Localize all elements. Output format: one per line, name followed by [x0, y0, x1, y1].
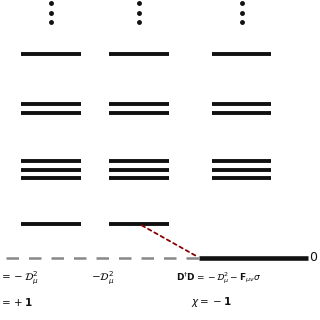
Text: $= -\mathcal{D}_{\mu}^{2}$: $= -\mathcal{D}_{\mu}^{2}$	[0, 270, 39, 287]
Text: $-\mathcal{D}_{\mu}^{2}$: $-\mathcal{D}_{\mu}^{2}$	[92, 270, 115, 287]
Text: $\mathbf{D}^{\dagger}\mathbf{D} = -\mathcal{D}_{\mu}^{2} - \mathbf{F}_{\mu\nu}\s: $\mathbf{D}^{\dagger}\mathbf{D} = -\math…	[175, 271, 260, 286]
Text: $\chi = -\mathbf{1}$: $\chi = -\mathbf{1}$	[191, 295, 232, 309]
Text: $0$: $0$	[309, 251, 318, 264]
Text: $= +\mathbf{1}$: $= +\mathbf{1}$	[0, 296, 33, 308]
